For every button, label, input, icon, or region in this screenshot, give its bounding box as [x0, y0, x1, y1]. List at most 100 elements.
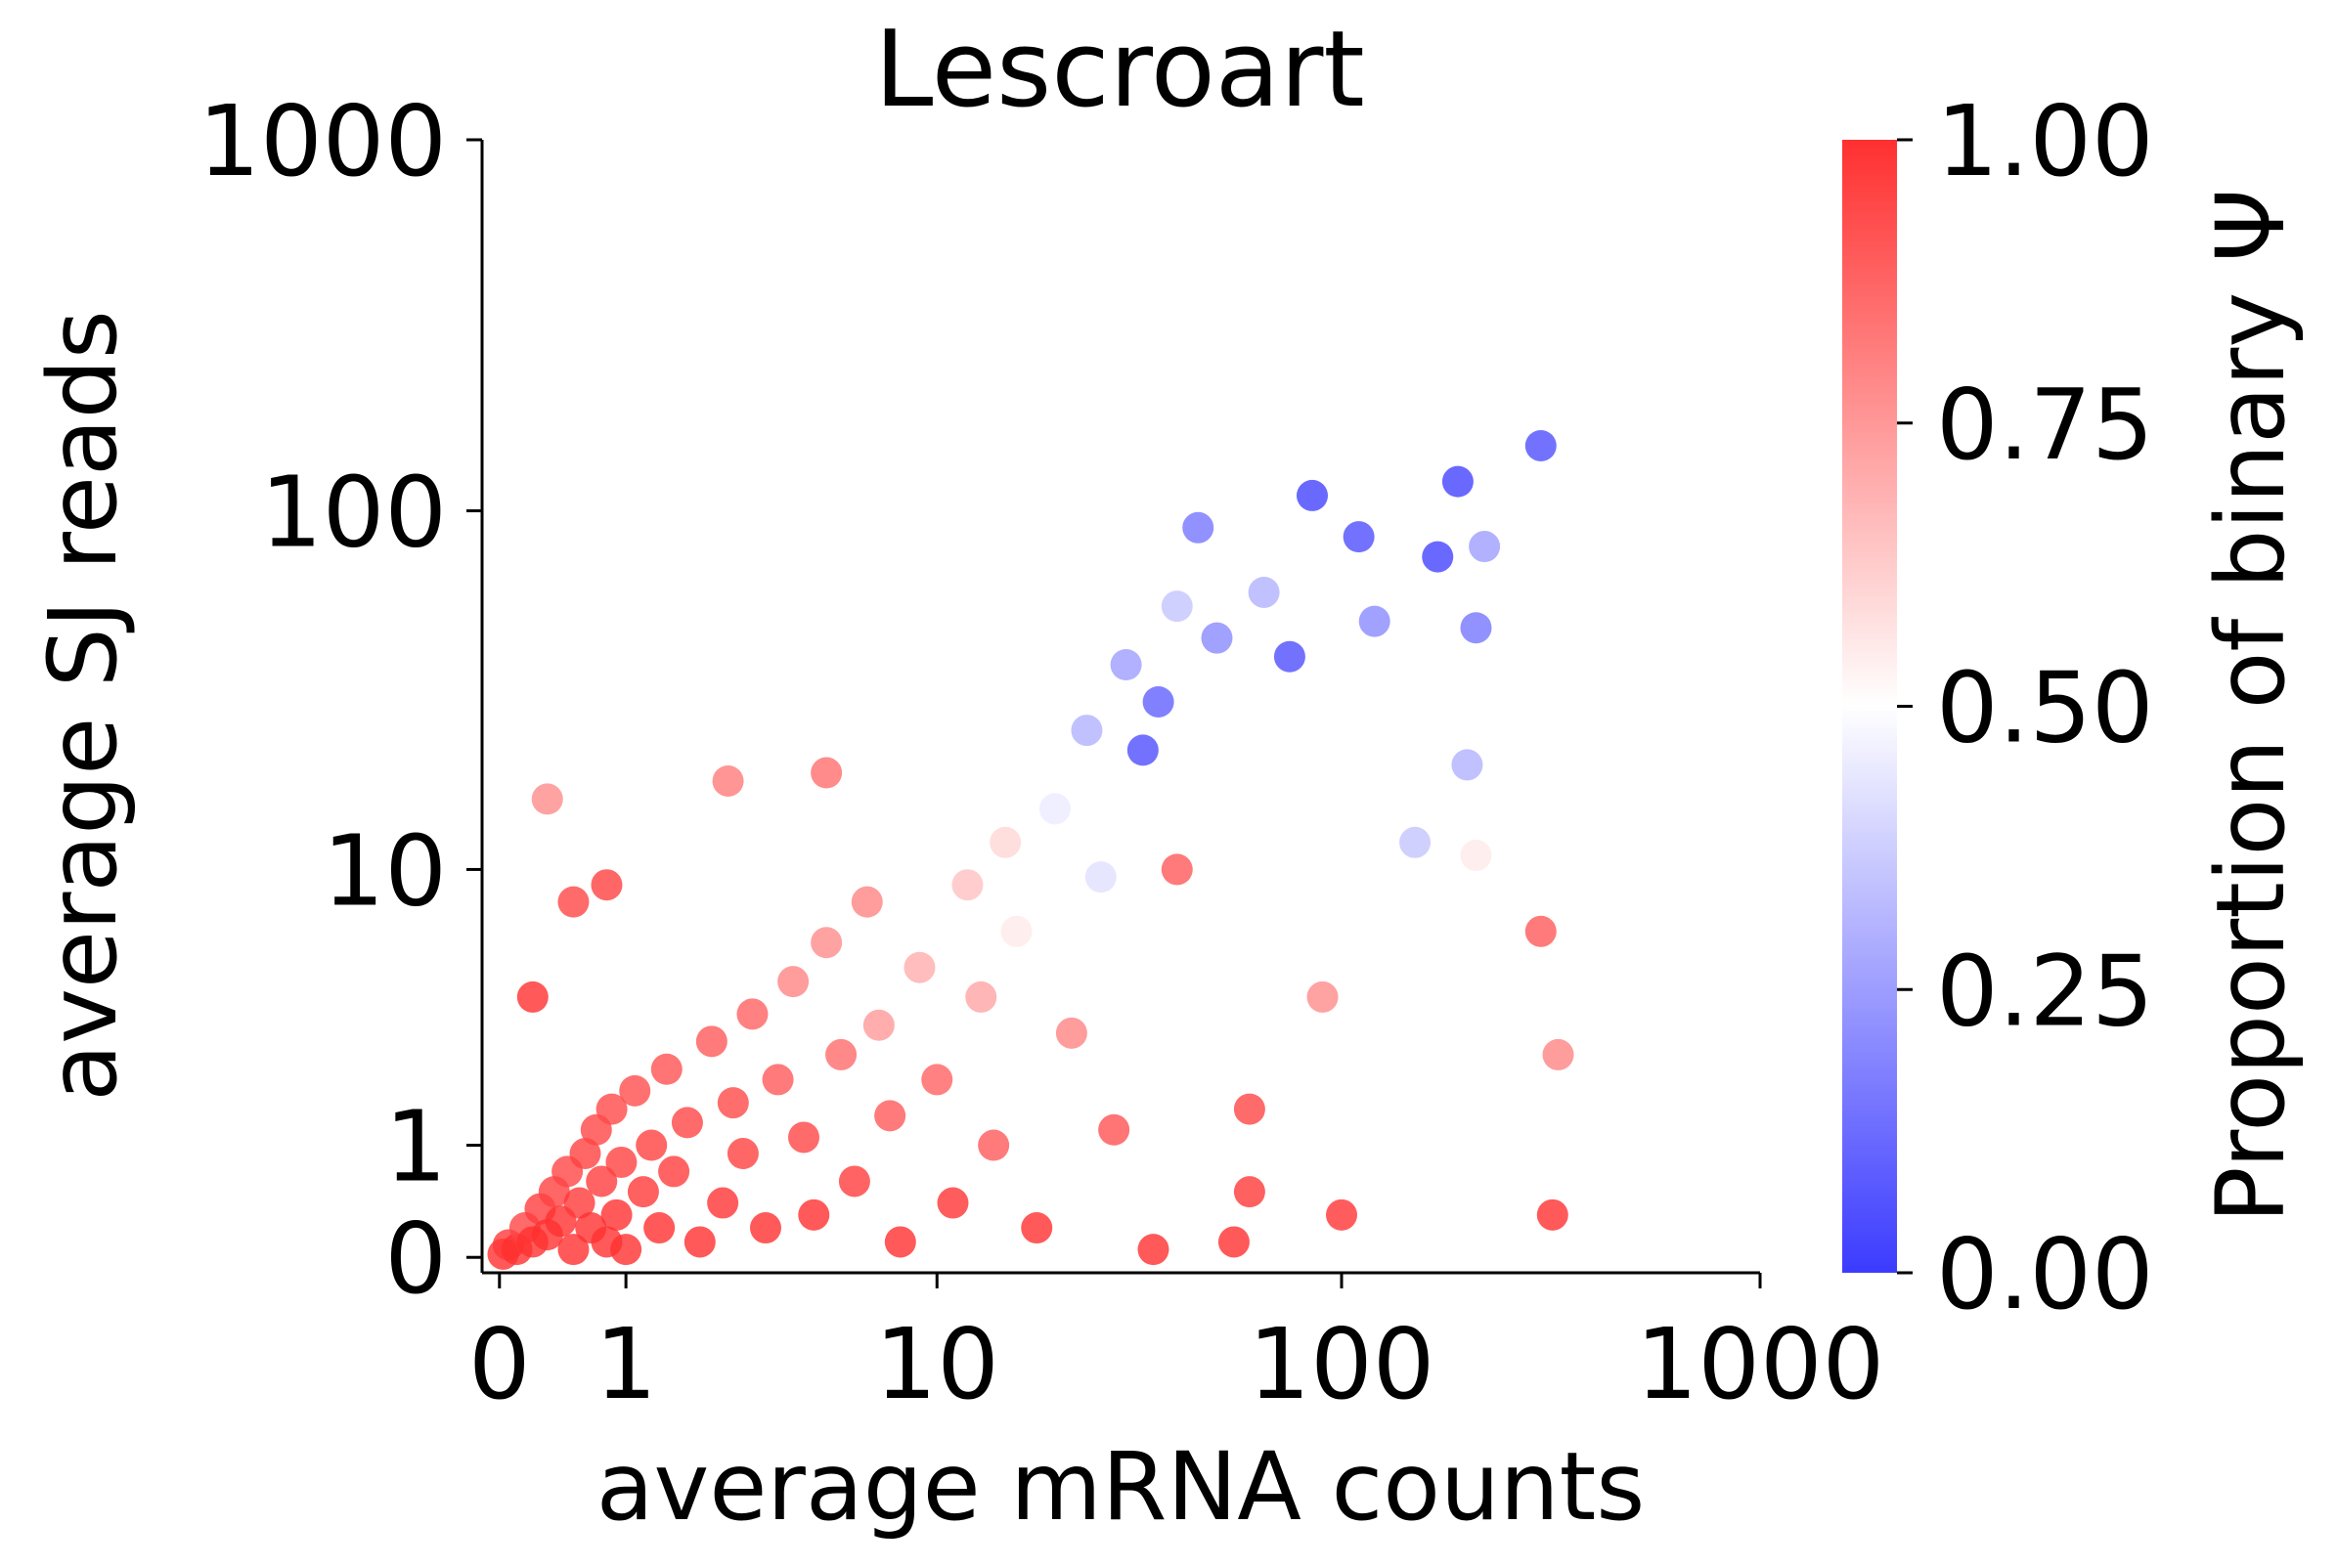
scatter-point	[1296, 479, 1328, 511]
scatter-point	[650, 1053, 683, 1085]
scatter-point	[1217, 1226, 1250, 1258]
scatter-point	[531, 783, 563, 815]
scatter-point	[1460, 612, 1492, 644]
y-tick-label: 10	[323, 813, 447, 928]
scatter-point	[1451, 749, 1483, 781]
points-layer	[487, 429, 1574, 1270]
scatter-point	[1460, 840, 1492, 872]
x-ticks: 0 1 10 100 1000	[468, 1273, 1884, 1421]
scatter-point	[658, 1155, 690, 1188]
scatter-point	[1000, 915, 1033, 947]
scatter-point	[884, 1226, 916, 1258]
scatter-point	[605, 1146, 638, 1178]
scatter-point	[838, 1165, 870, 1198]
y-tick-label: 0	[384, 1201, 447, 1316]
scatter-point	[1110, 648, 1142, 680]
colorbar-ticks: 0.00 0.25 0.50 0.75 1.00	[1897, 84, 2154, 1331]
x-axis-label: average mRNA counts	[596, 1432, 1646, 1542]
colorbar-tick-label: 1.00	[1936, 84, 2154, 198]
scatter-point	[1524, 915, 1557, 947]
scatter-point	[557, 1234, 590, 1266]
scatter-point	[1325, 1198, 1357, 1231]
scatter-point	[1469, 531, 1501, 563]
colorbar-label: Proportion of binary Ψ	[2196, 189, 2306, 1224]
y-tick-label: 1	[384, 1090, 447, 1204]
scatter-point	[683, 1226, 716, 1258]
scatter-point	[1137, 1234, 1169, 1266]
scatter-point	[862, 1009, 895, 1041]
y-axis-label: average SJ reads	[28, 310, 138, 1101]
scatter-point	[586, 1165, 618, 1198]
x-tick-label: 10	[875, 1307, 999, 1421]
scatter-point	[1248, 576, 1280, 608]
scatter-point	[1161, 853, 1193, 886]
scatter-point	[1233, 1176, 1265, 1208]
scatter-point	[627, 1176, 659, 1208]
scatter-point	[1233, 1093, 1265, 1125]
scatter-point	[1358, 605, 1390, 637]
scatter-point	[1542, 1038, 1574, 1070]
scatter-point	[643, 1212, 676, 1244]
scatter-point	[990, 826, 1022, 858]
scatter-point	[1422, 541, 1454, 573]
scatter-point	[1399, 826, 1432, 858]
scatter-point	[787, 1121, 819, 1154]
scatter-point	[600, 1198, 633, 1231]
scatter-point	[1126, 734, 1159, 766]
scatter-point	[707, 1187, 739, 1219]
scatter-point	[1098, 1113, 1130, 1146]
y-tick-label: 100	[260, 456, 447, 570]
scatter-point	[762, 1064, 794, 1096]
scatter-point	[717, 1087, 749, 1119]
scatter-point	[563, 1187, 595, 1219]
colorbar-tick-label: 0.00	[1936, 1217, 2154, 1331]
scatter-point	[965, 980, 997, 1013]
colorbar	[1842, 140, 1897, 1273]
scatter-point	[951, 869, 984, 901]
scatter-point	[671, 1107, 703, 1139]
colorbar-tick-label: 0.25	[1936, 934, 2154, 1048]
scatter-point	[811, 927, 843, 959]
scatter-point	[1343, 521, 1375, 553]
scatter-point	[1273, 640, 1305, 673]
scatter-point	[749, 1212, 781, 1244]
x-tick-label: 100	[1249, 1307, 1435, 1421]
scatter-point	[798, 1198, 830, 1231]
scatter-point	[851, 886, 883, 918]
scatter-point	[610, 1234, 642, 1266]
scatter-point	[978, 1129, 1010, 1161]
scatter-point	[874, 1100, 906, 1132]
scatter-point	[921, 1064, 953, 1096]
scatter-point	[569, 1138, 601, 1170]
scatter-point	[811, 757, 843, 789]
scatter-point	[636, 1129, 668, 1161]
scatter-point	[1201, 622, 1233, 654]
x-tick-label: 1	[595, 1307, 657, 1421]
scatter-point	[1021, 1212, 1053, 1244]
scatter-point	[1524, 429, 1557, 461]
y-tick-label: 1000	[198, 84, 448, 198]
scatter-point	[727, 1138, 759, 1170]
x-tick-label: 1000	[1636, 1307, 1885, 1421]
scatter-point	[1536, 1198, 1568, 1231]
scatter-point	[695, 1025, 728, 1058]
scatter-point	[619, 1074, 651, 1107]
scatter-point	[1182, 511, 1214, 544]
scatter-point	[1441, 465, 1474, 498]
scatter-point	[1038, 793, 1071, 825]
scatter-point	[1055, 1017, 1087, 1049]
scatter-point	[937, 1187, 969, 1219]
scatter-point	[777, 966, 810, 998]
y-ticks: 01 10 100 1000	[198, 84, 482, 1316]
scatter-point	[1084, 861, 1117, 893]
scatter-point	[1161, 590, 1193, 623]
scatter-point	[825, 1038, 858, 1070]
scatter-point	[591, 869, 623, 901]
scatter-point	[712, 764, 744, 797]
colorbar-tick-label: 0.50	[1936, 651, 2154, 765]
scatter-point	[904, 951, 936, 983]
scatter-point	[1142, 685, 1174, 718]
colorbar-tick-label: 0.75	[1936, 368, 2154, 482]
scatter-point	[595, 1093, 628, 1125]
